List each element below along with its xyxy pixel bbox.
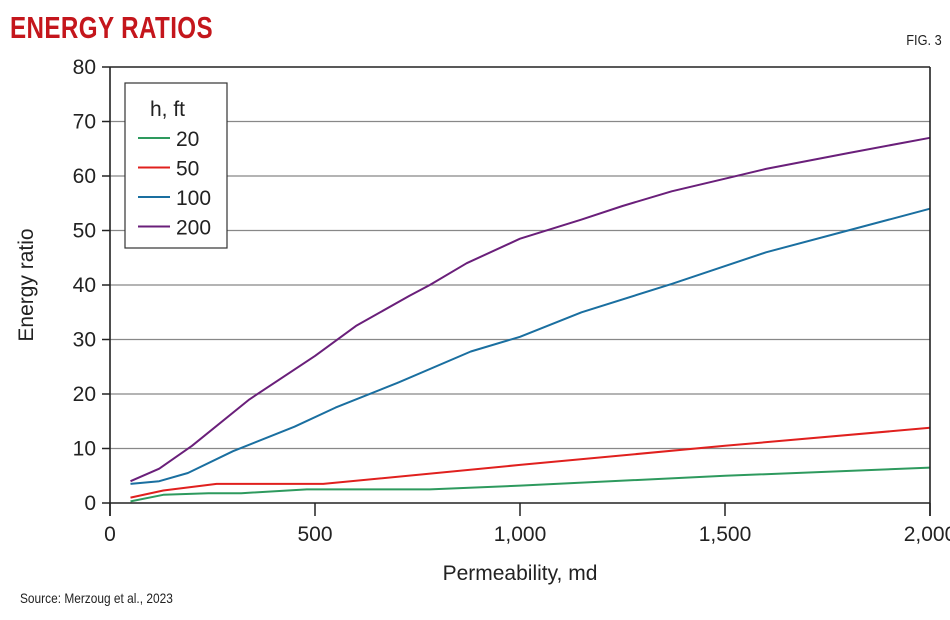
tick-labels: 0 10 20 30 40 50 60 70 80 0 500 1,000 1,500 2,000 (73, 56, 950, 546)
series-line-h200 (130, 136, 931, 483)
y-tick-label: 0 (84, 492, 96, 515)
y-tick-label: 50 (73, 220, 96, 243)
y-axis-label: Energy ratio (15, 228, 38, 341)
figure-label: FIG. 3 (906, 32, 942, 49)
chart-title: ENERGY RATIOS (10, 10, 214, 45)
legend: h, ft 20 50 100 200 (124, 82, 228, 249)
series-lines (130, 136, 931, 503)
x-tick-label: 500 (297, 523, 332, 546)
x-axis-label: Permeability, md (443, 562, 598, 585)
y-tick-label: 80 (73, 56, 96, 79)
source-note: Source: Merzoug et al., 2023 (20, 590, 173, 606)
x-tick-label: 2,000 (904, 523, 950, 546)
y-tick-label: 40 (73, 274, 96, 297)
series-line-h100 (130, 207, 931, 485)
axes (102, 66, 931, 516)
legend-label-20: 20 (176, 128, 199, 151)
y-tick-label: 10 (73, 438, 96, 461)
gridlines (110, 66, 930, 450)
legend-box (124, 82, 228, 249)
legend-label-100: 100 (176, 187, 211, 210)
y-tick-label: 60 (73, 165, 96, 188)
legend-title: h, ft (150, 98, 185, 121)
x-tick-label: 1,000 (494, 523, 547, 546)
x-tick-label: 0 (104, 523, 116, 546)
y-tick-label: 20 (73, 383, 96, 406)
series-line-h50 (130, 426, 931, 499)
series-line-h20 (130, 466, 931, 503)
x-tick-label: 1,500 (699, 523, 752, 546)
legend-label-200: 200 (176, 217, 211, 240)
y-tick-label: 70 (73, 111, 96, 134)
y-tick-label: 30 (73, 329, 96, 352)
legend-label-50: 50 (176, 158, 199, 181)
